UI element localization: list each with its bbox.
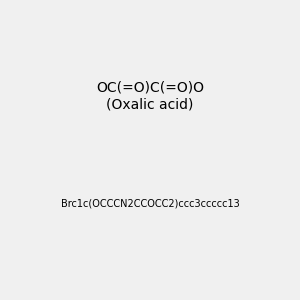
Text: OC(=O)C(=O)O
(Oxalic acid): OC(=O)C(=O)O (Oxalic acid) [96, 81, 204, 111]
Text: Brc1c(OCCCN2CCOCC2)ccc3ccccc13: Brc1c(OCCCN2CCOCC2)ccc3ccccc13 [61, 199, 239, 209]
